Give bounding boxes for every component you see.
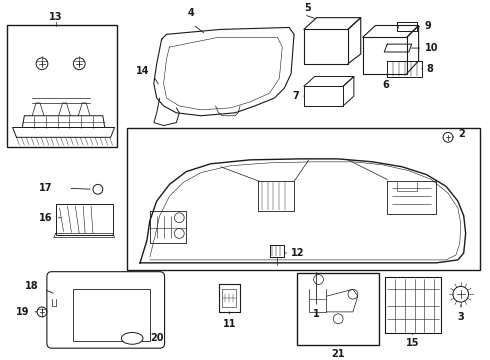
Bar xyxy=(7,24,118,147)
Text: 8: 8 xyxy=(426,64,433,74)
Bar xyxy=(297,273,379,345)
Bar xyxy=(56,204,113,235)
Text: 3: 3 xyxy=(457,312,464,322)
Text: 4: 4 xyxy=(188,8,195,18)
Text: 19: 19 xyxy=(16,307,29,317)
Text: 13: 13 xyxy=(49,12,62,22)
Text: 14: 14 xyxy=(136,66,150,76)
Text: 5: 5 xyxy=(304,3,311,13)
Text: 15: 15 xyxy=(406,338,419,348)
Text: 2: 2 xyxy=(458,129,465,139)
Ellipse shape xyxy=(122,333,143,344)
Text: 6: 6 xyxy=(382,80,389,90)
Text: 11: 11 xyxy=(222,319,236,329)
Text: 17: 17 xyxy=(39,183,52,193)
Bar xyxy=(127,127,480,270)
Text: 9: 9 xyxy=(424,22,431,31)
Text: 12: 12 xyxy=(291,248,305,258)
Text: 20: 20 xyxy=(150,333,163,343)
Text: 1: 1 xyxy=(313,309,320,319)
Text: 7: 7 xyxy=(292,91,299,101)
Text: 21: 21 xyxy=(331,349,345,359)
Bar xyxy=(74,289,150,341)
Text: 18: 18 xyxy=(25,282,39,291)
FancyBboxPatch shape xyxy=(47,272,165,348)
Text: 16: 16 xyxy=(39,213,52,223)
Text: 10: 10 xyxy=(424,43,438,53)
